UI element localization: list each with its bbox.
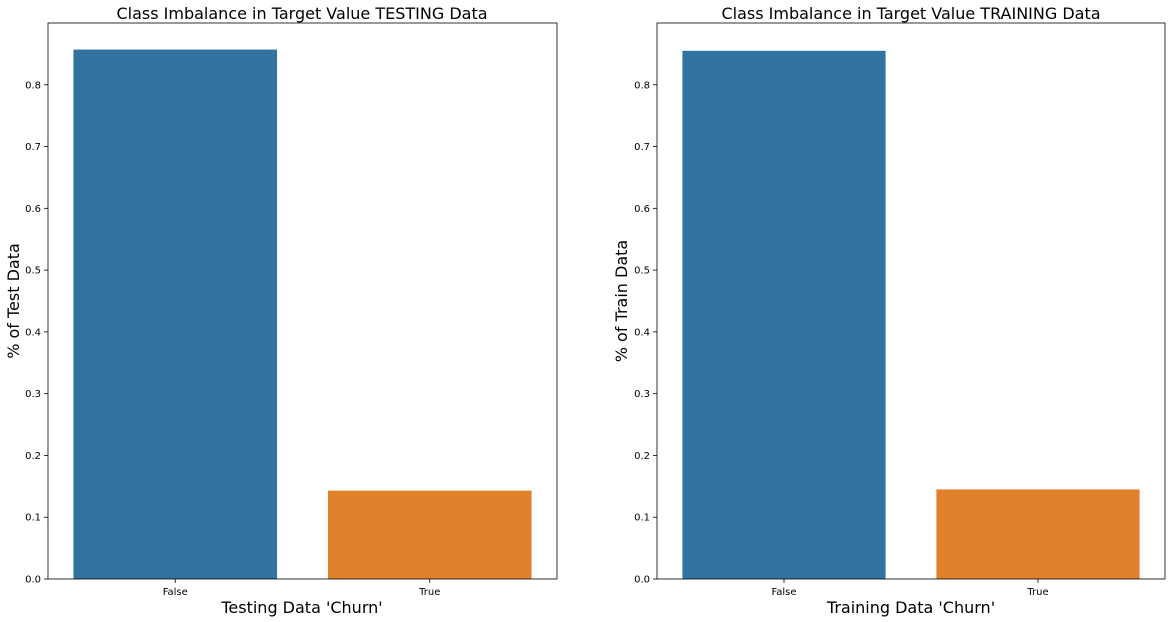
y-tick-label: 0.2 xyxy=(634,451,650,462)
chart-testing: Class Imbalance in Target Value TESTING … xyxy=(4,4,558,617)
y-axis-label: % of Train Data xyxy=(612,240,631,362)
y-tick-label: 0.5 xyxy=(25,266,41,277)
y-tick-label: 0.3 xyxy=(25,389,41,400)
y-tick-label: 0.7 xyxy=(25,142,41,153)
x-tick-label: False xyxy=(163,587,188,598)
x-axis-label: Testing Data 'Churn' xyxy=(220,598,382,617)
y-tick-label: 0.0 xyxy=(634,575,650,586)
bars xyxy=(682,50,1140,580)
y-tick-label: 0.4 xyxy=(634,327,650,338)
y-ticks: 0.0 0.1 0.2 0.3 0.4 0.5 0.6 0.7 0.8 xyxy=(634,80,657,586)
y-tick-label: 0.0 xyxy=(25,575,41,586)
bars xyxy=(73,49,532,579)
x-ticks: False True xyxy=(163,579,440,598)
y-tick-label: 0.7 xyxy=(634,142,650,153)
bar-false xyxy=(682,50,886,580)
bar-false xyxy=(73,49,278,579)
y-tick-label: 0.6 xyxy=(634,204,650,215)
chart-training: Class Imbalance in Target Value TRAINING… xyxy=(612,4,1166,617)
y-tick-label: 0.8 xyxy=(634,80,650,91)
x-axis-label: Training Data 'Churn' xyxy=(826,598,995,617)
chart-title: Class Imbalance in Target Value TRAINING… xyxy=(721,4,1100,23)
y-tick-label: 0.1 xyxy=(25,513,41,524)
y-tick-label: 0.8 xyxy=(25,80,41,91)
bar-true xyxy=(327,490,532,579)
chart-title: Class Imbalance in Target Value TESTING … xyxy=(116,4,487,23)
bar-true xyxy=(936,489,1140,579)
x-ticks: False True xyxy=(771,579,1049,598)
y-tick-label: 0.4 xyxy=(25,327,41,338)
y-tick-label: 0.3 xyxy=(634,389,650,400)
y-axis-label: % of Test Data xyxy=(4,243,23,359)
x-tick-label: True xyxy=(418,587,440,598)
x-tick-label: False xyxy=(771,587,796,598)
x-tick-label: True xyxy=(1026,587,1048,598)
y-tick-label: 0.1 xyxy=(634,513,650,524)
plot-frame xyxy=(47,22,558,580)
y-tick-label: 0.6 xyxy=(25,204,41,215)
y-tick-label: 0.5 xyxy=(634,266,650,277)
y-tick-label: 0.2 xyxy=(25,451,41,462)
y-ticks: 0.0 0.1 0.2 0.3 0.4 0.5 0.6 0.7 0.8 xyxy=(25,80,48,586)
plot-frame xyxy=(656,22,1166,580)
